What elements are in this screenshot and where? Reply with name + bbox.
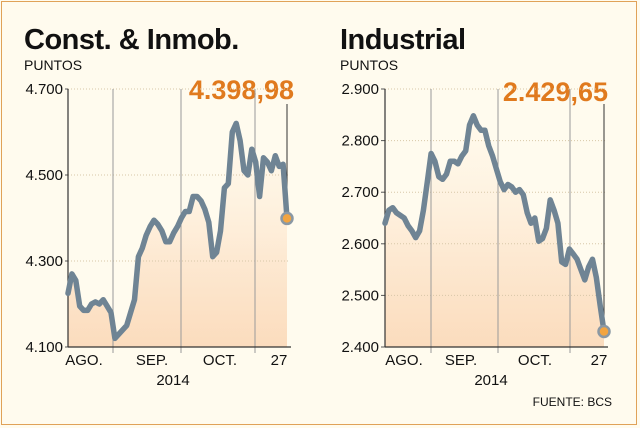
chart-1-y-tick-label: 4.700 xyxy=(25,81,63,98)
chart-2-x-tick-label: OCT. xyxy=(518,352,552,369)
chart-1-x-tick-label: OCT. xyxy=(203,352,237,369)
chart-2-y-tick-label: 2.500 xyxy=(341,287,379,304)
chart-2-y-tick-label: 2.600 xyxy=(341,236,379,253)
chart-2-y-tick-label: 2.400 xyxy=(341,339,379,356)
source-note: FUENTE: BCS xyxy=(533,395,612,409)
chart-1-series-line xyxy=(65,120,290,342)
chart-2-area xyxy=(385,115,604,347)
chart-2-last-value: 2.429,65 xyxy=(503,77,608,107)
chart-2-endpoint-marker xyxy=(597,324,611,339)
chart-1-endpoint-marker xyxy=(280,211,294,226)
chart-2-x-tick-label: AGO. xyxy=(385,352,423,369)
chart-1-year-label: 2014 xyxy=(156,372,189,389)
chart-1-plot: 4.100 4.300 4.500 4.700 AGO. SEP. OCT. 27 xyxy=(25,81,294,369)
chart-1-y-tick-label: 4.100 xyxy=(25,339,63,356)
chart-2-year-label: 2014 xyxy=(474,372,507,389)
chart-1-x-tick-label: SEP. xyxy=(136,352,168,369)
chart-2-plot: 2.400 2.500 2.600 2.700 2.800 2.900 AGO. SEP. OC… xyxy=(341,81,611,369)
chart-1-y-tick-label: 4.300 xyxy=(25,253,63,270)
chart-1-area xyxy=(68,123,287,348)
chart-1-title: Const. & Inmob. xyxy=(24,24,239,56)
chart-2-x-tick-label: SEP. xyxy=(445,352,477,369)
chart-1-x-tick-label: AGO. xyxy=(65,352,103,369)
chart-1-last-value: 4.398,98 xyxy=(189,75,294,105)
chart-2-title: Industrial xyxy=(340,24,466,56)
chart-2-series-line xyxy=(382,113,607,335)
chart-2-units: PUNTOS xyxy=(340,57,398,73)
chart-1-units: PUNTOS xyxy=(24,57,82,73)
chart-1-y-tick-label: 4.500 xyxy=(25,167,63,184)
chart-1-x-tick-label: 27 xyxy=(271,352,288,369)
chart-2-y-tick-label: 2.700 xyxy=(341,184,379,201)
chart-2-y-tick-label: 2.900 xyxy=(341,81,379,98)
chart-2-x-tick-label: 27 xyxy=(591,352,608,369)
chart-2-y-tick-label: 2.800 xyxy=(341,133,379,150)
